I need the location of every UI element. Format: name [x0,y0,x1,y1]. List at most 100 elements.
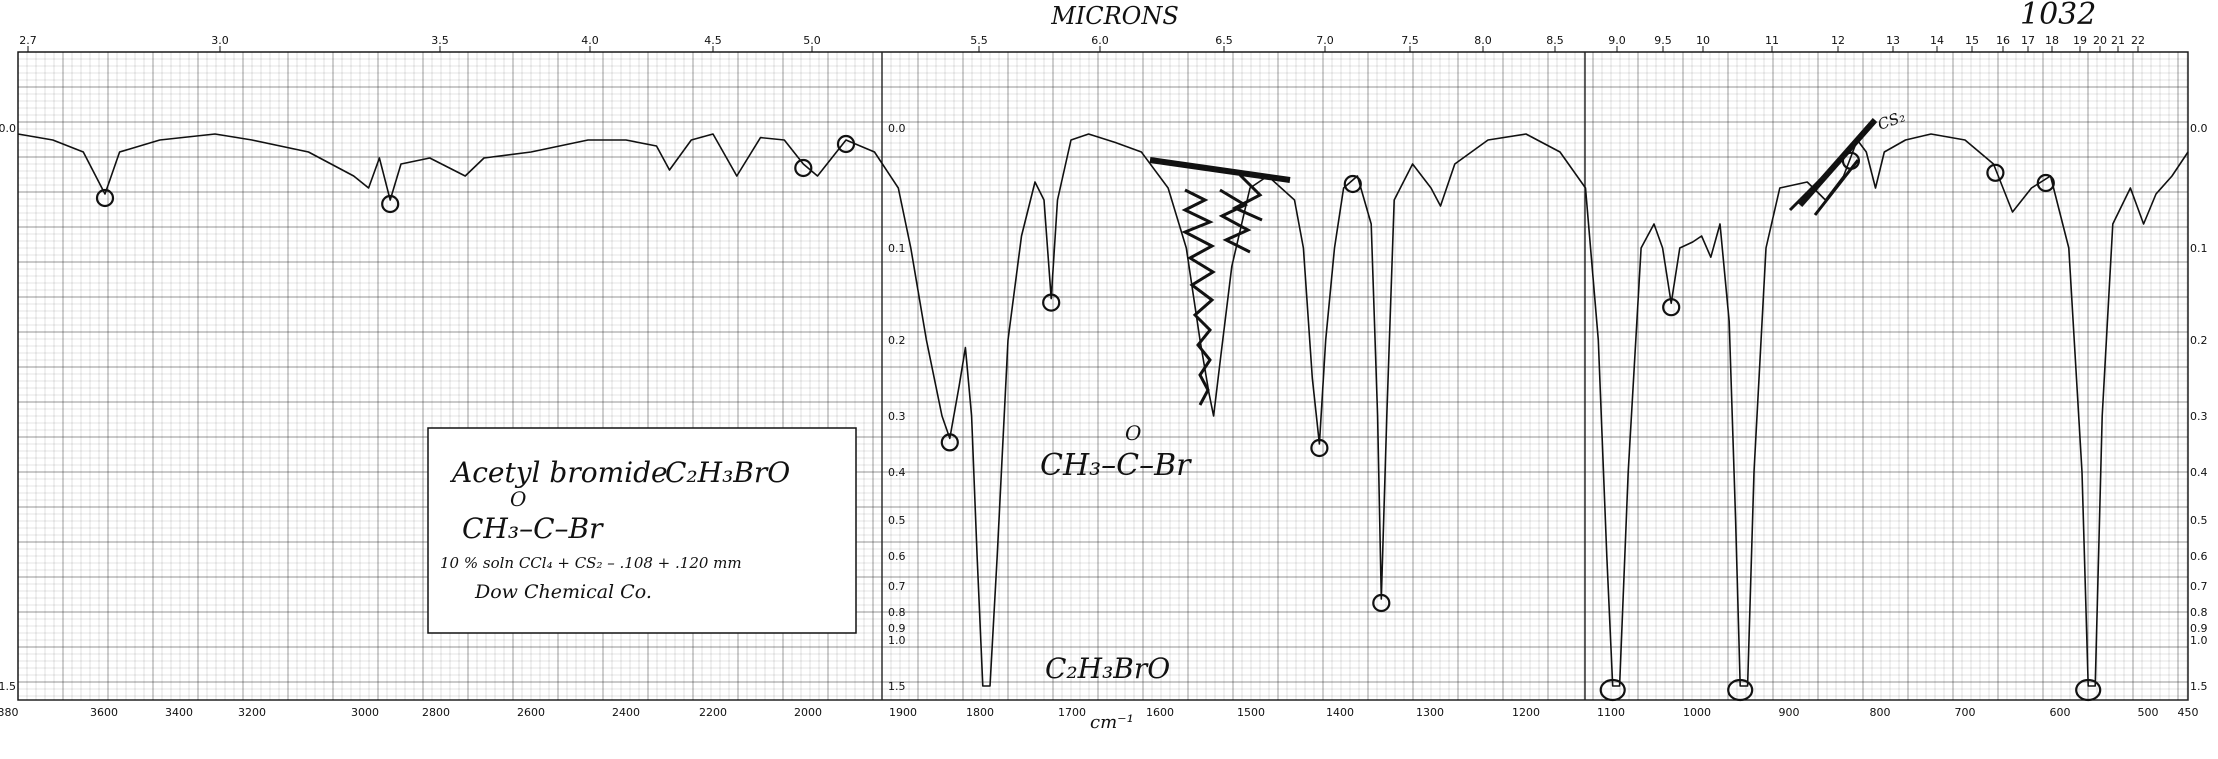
peak-circle [940,433,959,452]
absorbance-tick-label: 0.9 [888,622,906,635]
chart-grid [17,51,2189,701]
micron-tick-label: 6.0 [1091,34,1109,47]
hand-shading-1600 [1149,157,1291,406]
absorbance-tick-label: 0.6 [2190,550,2208,563]
micron-tick-label: 3.5 [431,34,449,47]
middle-structure: CH₃–C–Br [1040,448,1192,483]
peak-circle [1310,438,1329,458]
absorbance-axis-middle: 0.0 0.1 0.2 0.3 0.4 0.5 0.6 0.7 0.8 0.91.0 1.5 [888,122,906,693]
absorbance-tick-label: 0.5 [2190,514,2208,527]
wavenumber-tick-label: 1000 [1683,706,1711,719]
wavenumber-tick-label: 2000 [794,706,822,719]
wavenumber-tick-label: 2400 [612,706,640,719]
absorbance-tick-label: 0.5 [888,514,906,527]
absorbance-tick-label: 0.1 [2190,242,2208,255]
absorbance-tick-label: 0.1 [888,242,906,255]
hand-marks-850 [1788,118,1878,216]
peak-circle [2036,173,2055,193]
peak-circle [1727,678,1754,702]
wavenumber-tick-label: 3400 [165,706,193,719]
micron-tick-label: 9.0 [1608,34,1626,47]
micron-tick-label: 18 [2045,34,2059,47]
wavenumber-tick-label: 1600 [1146,706,1174,719]
sample-conditions: 10 % soln CCl₄ + CS₂ – .108 + .120 mm [440,554,742,572]
wavenumber-tick-label: 450 [2178,706,2199,719]
micron-tick-label: 16 [1996,34,2010,47]
wavenumber-tick-label: 1500 [1237,706,1265,719]
wavenumber-tick-label: 1700 [1058,706,1086,719]
micron-tick-label: 5.0 [803,34,821,47]
wavenumber-axis: 380 3600 3400 3200 3000 2800 2600 2400 2200 2000 1… [0,706,2199,719]
absorbance-tick-label: 1.0 [888,634,906,647]
wavenumber-tick-label: 1300 [1416,706,1444,719]
peak-circle [95,188,115,208]
wavenumber-tick-label: 600 [2050,706,2071,719]
peak-circle [1662,298,1681,317]
micron-tick-label: 10 [1696,34,1710,47]
structure-oxygen: O [510,487,526,511]
series-line-spectrum [17,133,2189,687]
wavenumber-tick-label: 900 [1779,706,1800,719]
wavenumber-tick-label: 1100 [1597,706,1625,719]
absorbance-tick-label: 1.0 [2190,634,2208,647]
absorbance-axis-right: 0.0 0.1 0.2 0.3 0.4 0.5 0.6 0.7 0.8 0.91.0 1.5 [2190,122,2208,693]
absorbance-axis-left: 0.0 1.5 [0,122,16,693]
sample-structure: CH₃–C–Br [462,512,604,545]
absorbance-tick-label: 1.5 [888,680,906,693]
wavenumber-tick-label: 2600 [517,706,545,719]
micron-tick-label: 4.0 [581,34,599,47]
peak-circle [381,194,400,214]
micron-tick-label: 8.5 [1546,34,1564,47]
micron-tick-label: 22 [2131,34,2145,47]
peak-circle [1372,593,1391,613]
micron-tick-label: 11 [1765,34,1779,47]
micron-tick-label: 13 [1886,34,1900,47]
sheet-number: 1032 [2020,0,2096,32]
absorbance-tick-label: 0.0 [0,122,16,135]
wavenumber-tick-label: 3000 [351,706,379,719]
bottom-formula: C₂H₃BrO [1045,652,1170,685]
micron-tick-label: 5.5 [970,34,988,47]
absorbance-tick-label: 0.0 [2190,122,2208,135]
micron-tick-label: 3.0 [211,34,229,47]
micron-tick-label: 17 [2021,34,2035,47]
wavenumber-tick-label: 2800 [422,706,450,719]
absorbance-tick-label: 0.0 [888,122,906,135]
micron-tick-label: 2.7 [19,34,37,47]
middle-structure-oxygen: O [1125,421,1141,445]
absorbance-tick-label: 0.7 [2190,580,2208,593]
micron-tick-label: 21 [2111,34,2125,47]
absorbance-tick-label: 0.9 [2190,622,2208,635]
peak-circle [836,134,856,154]
absorbance-tick-label: 0.2 [2190,334,2208,347]
wavenumber-tick-label: 1900 [889,706,917,719]
micron-tick-label: 4.5 [704,34,722,47]
absorbance-tick-label: 0.4 [888,466,906,479]
micron-tick-label: 6.5 [1215,34,1233,47]
micron-tick-label: 7.0 [1316,34,1334,47]
microns-header: MICRONS [1050,2,1179,30]
wavenumber-tick-label: 800 [1870,706,1891,719]
sample-name: Acetyl bromide [449,456,668,489]
peak-circle [1599,678,1626,702]
sample-source: Dow Chemical Co. [474,581,652,603]
peak-circle [1986,163,2005,182]
sample-formula: C₂H₃BrO [665,456,790,489]
micron-tick-label: 14 [1930,34,1944,47]
micron-tick-label: 12 [1831,34,1845,47]
peak-circle [1042,293,1061,312]
absorbance-tick-label: 1.5 [2190,680,2208,693]
absorbance-tick-label: 0.6 [888,550,906,563]
wavenumber-tick-label: 380 [0,706,19,719]
absorbance-tick-label: 0.4 [2190,466,2208,479]
micron-tick-label: 8.0 [1474,34,1492,47]
micron-tick-label: 7.5 [1401,34,1419,47]
wavenumber-tick-label: 1200 [1512,706,1540,719]
micron-tick-label: 9.5 [1654,34,1672,47]
absorbance-tick-label: 0.2 [888,334,906,347]
micron-tick-label: 15 [1965,34,1979,47]
wavenumber-tick-label: 2200 [699,706,727,719]
x-unit-label: cm⁻¹ [1090,712,1134,733]
